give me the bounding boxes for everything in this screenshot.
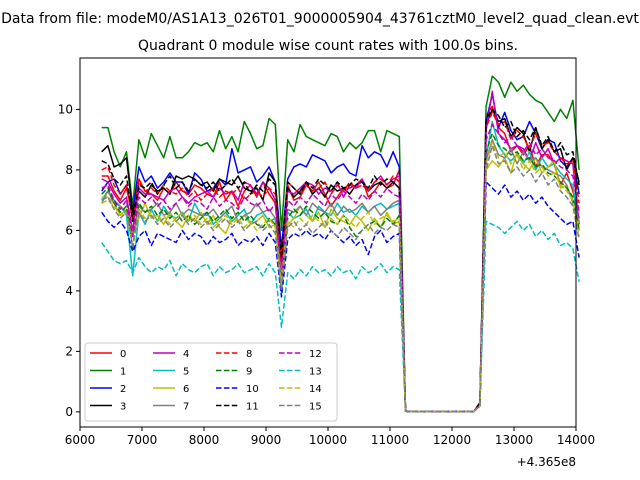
legend-label: 6 — [183, 384, 189, 395]
legend-label: 15 — [309, 402, 322, 413]
legend-entry-1: 1 — [90, 367, 126, 378]
y-axis: 0 2 4 6 8 10 — [58, 102, 80, 419]
legend-label: 0 — [120, 349, 126, 360]
legend-box — [84, 342, 338, 422]
y-tick-label: 8 — [65, 163, 73, 177]
series-line-10 — [101, 181, 580, 413]
series-line-13 — [101, 220, 580, 413]
legend-entry-10: 10 — [216, 384, 259, 395]
legend-entry-13: 13 — [279, 367, 322, 378]
legend-label: 8 — [246, 349, 252, 360]
legend-entry-5: 5 — [153, 367, 189, 378]
legend-label: 1 — [120, 367, 126, 378]
plot-area — [101, 75, 580, 413]
x-tick-label: 9000 — [251, 433, 282, 447]
y-tick-label: 6 — [65, 223, 73, 237]
legend-label: 9 — [246, 367, 252, 378]
series-line-1 — [101, 75, 580, 413]
legend-entry-0: 0 — [90, 349, 126, 360]
series-line-15 — [101, 144, 580, 413]
legend-entry-15: 15 — [279, 402, 322, 413]
x-tick-label: 13000 — [495, 433, 533, 447]
legend-label: 12 — [309, 349, 322, 360]
legend-entry-11: 11 — [216, 402, 259, 413]
legend-entry-6: 6 — [153, 384, 189, 395]
legend-entry-7: 7 — [153, 402, 189, 413]
legend-label: 5 — [183, 367, 189, 378]
legend-entry-3: 3 — [90, 402, 126, 413]
legend-label: 10 — [246, 384, 259, 395]
x-tick-label: 6000 — [65, 433, 96, 447]
y-tick-label: 4 — [65, 284, 73, 298]
legend-entry-4: 4 — [153, 349, 189, 360]
legend-label: 2 — [120, 384, 126, 395]
series-line-9 — [101, 132, 580, 413]
legend-entry-14: 14 — [279, 384, 322, 395]
x-tick-label: 11000 — [371, 433, 409, 447]
legend-entry-9: 9 — [216, 367, 252, 378]
chart-title: Quadrant 0 module wise count rates with … — [138, 38, 518, 54]
legend-label: 13 — [309, 367, 322, 378]
series-line-12 — [101, 123, 580, 413]
series-line-11 — [101, 108, 580, 413]
x-tick-label: 7000 — [127, 433, 158, 447]
y-tick-label: 2 — [65, 344, 73, 358]
legend-entry-2: 2 — [90, 384, 126, 395]
legend-label: 11 — [246, 402, 259, 413]
y-tick-label: 10 — [58, 102, 73, 116]
y-tick-label: 0 — [65, 405, 73, 419]
series-line-4 — [101, 90, 580, 413]
legend-entry-12: 12 — [279, 349, 322, 360]
legend-label: 14 — [309, 384, 322, 395]
x-tick-label: 10000 — [309, 433, 347, 447]
x-axis-offset-label: +4.365e8 — [517, 455, 576, 469]
series-line-8 — [101, 111, 580, 413]
figure-suptitle: Data from file: modeM0/AS1A13_026T01_900… — [1, 11, 639, 27]
legend-entry-8: 8 — [216, 349, 252, 360]
x-tick-label: 12000 — [433, 433, 471, 447]
series-line-14 — [101, 141, 580, 413]
legend-label: 4 — [183, 349, 189, 360]
x-axis: 6000 7000 8000 9000 10000 11000 12000 13000 1400… — [65, 427, 595, 447]
legend-label: 7 — [183, 402, 189, 413]
legend-label: 3 — [120, 402, 126, 413]
x-tick-label: 14000 — [557, 433, 595, 447]
x-tick-label: 8000 — [189, 433, 220, 447]
